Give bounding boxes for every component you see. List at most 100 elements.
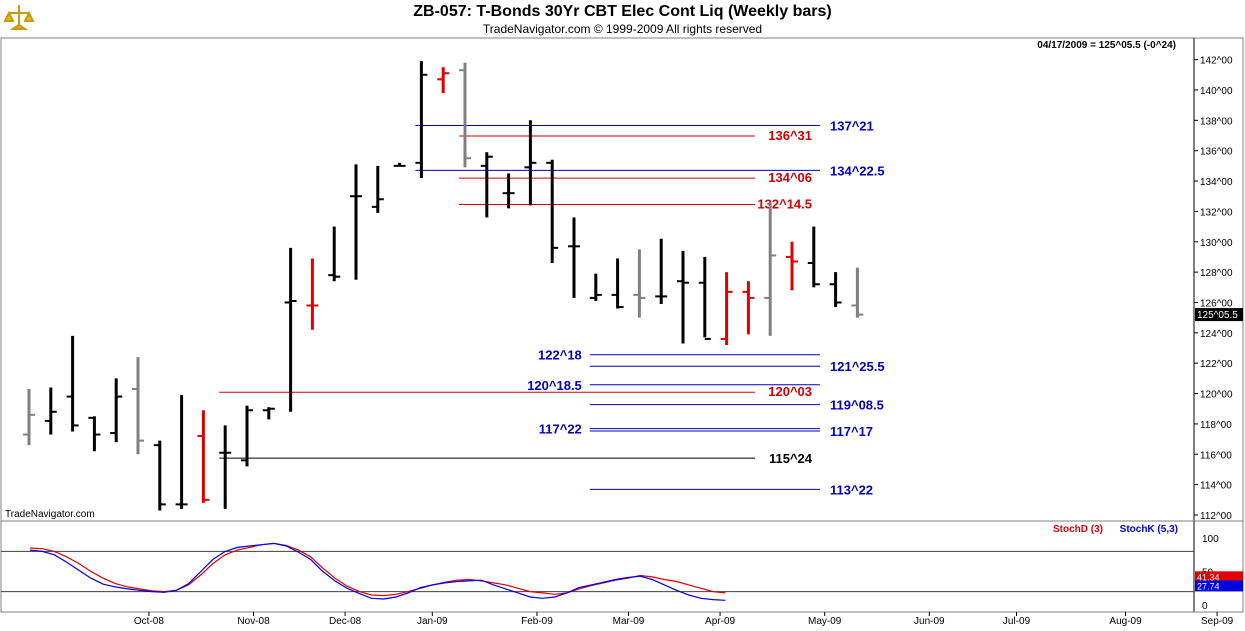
price-tick-label: 114^00 [1200,481,1232,492]
ohlc-bars [23,61,864,511]
price-tick-label: 142^00 [1200,56,1233,67]
ohlc-bar [568,217,580,298]
ohlc-bar [720,272,733,345]
price-tick-label: 136^00 [1200,147,1233,158]
ohlc-bar [851,267,864,318]
price-tick-label: 126^00 [1200,298,1233,309]
price-tick-label: 138^00 [1200,116,1233,127]
ohlc-bar [88,416,101,452]
level-label: 113^22 [830,482,873,497]
chart-title: ZB-057: T-Bonds 30Yr CBT Elec Cont Liq (… [413,3,832,20]
price-tick-label: 128^00 [1200,268,1233,279]
ohlc-bar [524,120,537,206]
level-label: 115^24 [769,451,813,466]
time-tick-label: May-09 [808,616,842,627]
ohlc-bar [44,387,57,435]
oscillator-panel-frame [0,520,1244,613]
ohlc-bar [328,226,341,282]
ohlc-bar [502,173,515,209]
oscillator-series-line [29,542,726,601]
ohlc-bar [262,407,275,420]
level-label: 134^22.5 [830,163,885,178]
price-tick-label: 122^00 [1200,359,1233,370]
time-tick-label: Oct-08 [134,616,164,627]
price-panel-frame [0,37,1244,522]
level-label: 132^14.5 [757,197,812,212]
level-label: 120^18.5 [527,378,582,393]
ohlc-bar [350,164,362,280]
time-tick-label: Mar-09 [613,616,645,627]
ohlc-bar [371,165,384,213]
oscillator-last-marker [1195,580,1243,592]
time-tick-label: Aug-09 [1109,616,1142,627]
ohlc-bar [66,335,79,432]
time-tick-label: Dec-08 [329,616,362,627]
level-label: 136^31 [768,128,812,143]
price-tick-label: 130^00 [1200,238,1233,249]
price-tick-label: 120^00 [1200,390,1233,401]
price-tick-label: 132^00 [1200,207,1233,218]
time-tick-label: Sep-09 [1201,616,1234,627]
level-label: 137^21 [830,118,874,133]
ohlc-bar [197,410,210,503]
ohlc-bar [415,61,428,178]
price-tick-label: 140^00 [1200,86,1233,97]
ohlc-bar [175,395,188,509]
ohlc-bar [110,378,123,443]
price-tick-label: 124^00 [1200,329,1233,340]
price-tick-label: 112^00 [1200,511,1232,522]
ohlc-bar [655,238,668,304]
chart-subtitle: TradeNavigator.com © 1999-2009 All right… [482,22,763,36]
ohlc-bar [153,440,166,511]
ohlc-bar [829,272,842,308]
ohlc-bar [611,258,624,309]
oscillator-last-label: 41.34 [1197,572,1220,582]
ohlc-bar [589,273,602,301]
time-tick-label: Jan-09 [417,616,448,627]
time-axis: Oct-08 Nov-08 Dec-08 Jan-09 Feb-09 Mar-09 Apr-… [134,612,1234,627]
level-label: 121^25.5 [830,359,885,374]
ohlc-bar [480,152,493,218]
time-tick-label: Nov-08 [237,616,270,627]
ohlc-bar [284,247,297,412]
trade-navigator-logo-icon [3,5,35,30]
ohlc-bar [677,250,689,344]
time-tick-label: Jun-09 [914,616,945,627]
ohlc-bar [437,67,450,93]
time-tick-label: Jul-09 [1003,616,1031,627]
ohlc-bar [241,405,253,467]
price-tick-label: 118^00 [1200,420,1232,431]
time-tick-label: Apr-09 [705,616,735,627]
ohlc-bar [698,256,711,340]
level-label: 117^22 [539,422,582,437]
ohlc-bar [306,258,319,330]
last-quote-label: 04/17/2009 = 125^05.5 (-0^24) [1037,40,1176,51]
oscillator-tick-label: 0 [1202,601,1208,612]
oscillator-series-line [29,542,726,597]
ohlc-bar [742,281,755,335]
ohlc-bar [219,425,232,509]
oscillator-legend-item: StochK (5,3) [1120,524,1178,535]
oscillator-last-marker [1195,571,1243,583]
ohlc-bar [132,357,144,455]
last-price-marker [1195,308,1243,322]
ohlc-bar [807,226,820,288]
last-price-label: 125^05.5 [1197,310,1238,321]
level-label: 134^06 [768,170,812,185]
price-tick-label: 116^00 [1200,450,1232,461]
watermark-label: TradeNavigator.com [5,509,95,520]
ohlc-bar [546,159,559,264]
level-label: 120^03 [768,384,812,399]
ohlc-bar [459,62,471,168]
level-label: 119^08.5 [830,398,884,413]
oscillator-legend-item: StochD (3) [1053,524,1103,535]
price-tick-label: 134^00 [1200,177,1233,188]
oscillator-last-label: 27.74 [1197,581,1220,591]
oscillator-tick-label: 100 [1202,534,1219,545]
ohlc-bar [764,202,777,336]
ohlc-bar [393,162,406,167]
time-tick-label: Feb-09 [521,616,553,627]
